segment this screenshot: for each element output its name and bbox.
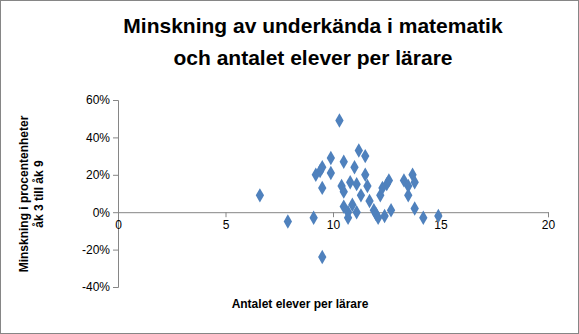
point xyxy=(318,250,326,264)
y-axis: -40% -20% 0% 20% 40% 60% xyxy=(82,93,119,294)
y-tick: 20% xyxy=(86,168,118,182)
point xyxy=(385,173,393,187)
point xyxy=(419,211,427,225)
point xyxy=(378,181,386,195)
x-tick-mark xyxy=(548,212,549,217)
point xyxy=(352,205,360,219)
y-axis-title-line: Minskning i procentenheter xyxy=(17,115,31,272)
y-axis-title: Minskning i procentenheteråk 3 till åk 9 xyxy=(17,115,46,272)
y-tick-label: -20% xyxy=(82,243,110,257)
point xyxy=(387,203,395,217)
y-tick: 60% xyxy=(86,93,118,107)
point xyxy=(361,149,369,163)
point xyxy=(312,168,320,182)
point xyxy=(352,177,360,191)
x-tick-label: 10 xyxy=(327,218,341,232)
y-tick: -20% xyxy=(82,243,118,257)
point xyxy=(357,188,365,202)
x-tick-mark xyxy=(118,212,119,217)
point xyxy=(361,168,369,182)
point xyxy=(318,181,326,195)
y-tick-label: 60% xyxy=(86,93,110,107)
x-axis: 0 5 10 15 20 xyxy=(115,212,555,232)
x-tick-mark xyxy=(226,212,227,217)
y-tick-label: 40% xyxy=(86,131,110,145)
x-tick-label: 0 xyxy=(115,218,122,232)
axis-line xyxy=(113,101,119,288)
y-tick-label: 20% xyxy=(86,168,110,182)
points xyxy=(256,113,443,264)
y-tick-mark xyxy=(113,100,118,101)
y-tick-label: 0% xyxy=(93,206,111,220)
y-tick-mark xyxy=(113,175,118,176)
title-line: och antalet elever per lärare xyxy=(174,46,453,69)
x-tick: 20 xyxy=(542,212,556,232)
point xyxy=(335,113,343,127)
point xyxy=(284,214,292,228)
x-tick-mark xyxy=(333,212,334,217)
y-tick-mark xyxy=(113,212,118,213)
point xyxy=(327,166,335,180)
y-tick: 40% xyxy=(86,131,118,145)
x-tick-label: 15 xyxy=(434,218,448,232)
point xyxy=(374,211,382,225)
point xyxy=(411,175,419,189)
chart-border xyxy=(1,1,579,334)
x-axis-title: Antalet elever per lärare xyxy=(232,297,369,311)
point xyxy=(327,151,335,165)
point xyxy=(309,211,317,225)
y-tick-mark xyxy=(113,287,118,288)
chart: Minskning av underkända i matematik och a… xyxy=(0,0,579,334)
point xyxy=(340,184,348,198)
point xyxy=(411,201,419,215)
y-tick-mark xyxy=(113,137,118,138)
y-tick-mark xyxy=(113,250,118,251)
x-tick: 10 xyxy=(327,212,341,232)
point xyxy=(404,188,412,202)
point xyxy=(256,188,264,202)
point xyxy=(346,175,354,189)
title-line: Minskning av underkända i matematik xyxy=(123,14,503,37)
x-tick-label: 5 xyxy=(223,218,230,232)
axis-line xyxy=(119,213,549,218)
y-axis-title-line: åk 3 till åk 9 xyxy=(32,160,46,228)
x-tick: 5 xyxy=(223,212,230,232)
point xyxy=(350,160,358,174)
y-tick: -40% xyxy=(82,280,118,294)
title: Minskning av underkända i matematik och a… xyxy=(123,14,503,69)
x-tick-label: 20 xyxy=(542,218,556,232)
y-tick-label: -40% xyxy=(82,280,110,294)
point xyxy=(344,211,352,225)
point xyxy=(340,155,348,169)
point xyxy=(363,179,371,193)
point xyxy=(434,209,442,223)
x-tick: 0 xyxy=(115,212,122,232)
